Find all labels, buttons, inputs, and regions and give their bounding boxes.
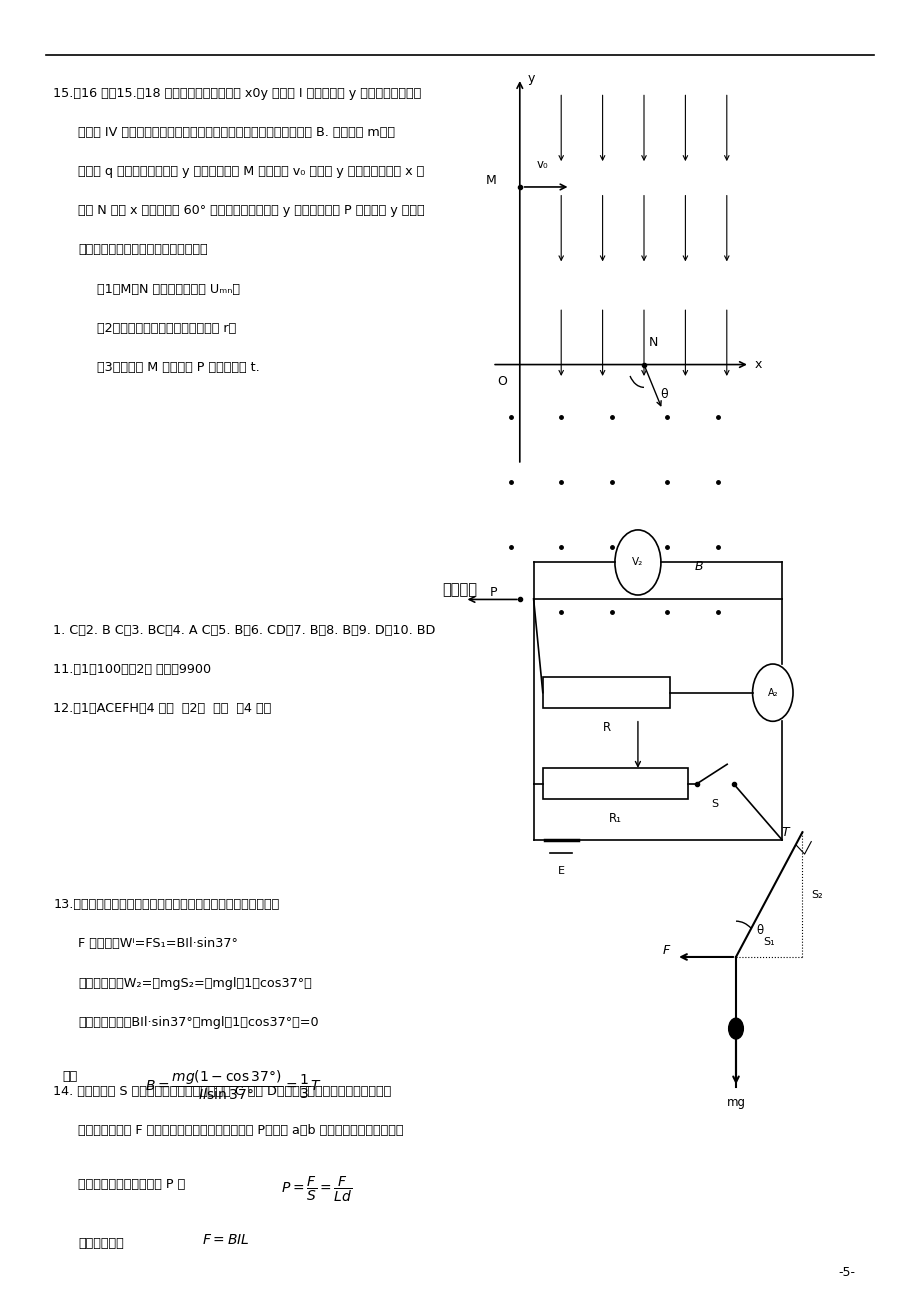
Text: S₁: S₁: [763, 936, 774, 947]
Text: F: F: [662, 944, 669, 957]
Text: M: M: [485, 174, 496, 187]
Text: P: P: [489, 586, 496, 599]
Text: （1）M、N 两点间的电势差 Uₘₙ；: （1）M、N 两点间的电势差 Uₘₙ；: [96, 283, 239, 296]
Text: 由动能定理得：BIl·sin37°－mgl（1－cos37°）=0: 由动能定理得：BIl·sin37°－mgl（1－cos37°）=0: [78, 1016, 319, 1029]
Text: θ: θ: [660, 388, 667, 401]
Text: R₁: R₁: [608, 812, 621, 825]
Circle shape: [728, 1018, 743, 1039]
Text: -5-: -5-: [837, 1266, 854, 1279]
Text: B: B: [694, 560, 702, 573]
Text: x: x: [754, 358, 761, 371]
Text: 13.【解析】铜棒向外偏转过程中，导线拉力不做功，如图所示。: 13.【解析】铜棒向外偏转过程中，导线拉力不做功，如图所示。: [53, 898, 279, 911]
Text: 参考答案: 参考答案: [442, 582, 477, 598]
Text: 磁场，如图所示。不计粒子重力，求：: 磁场，如图所示。不计粒子重力，求：: [78, 243, 208, 256]
Text: 11.（1）100；（2） 串联，9900: 11.（1）100；（2） 串联，9900: [53, 663, 211, 676]
Text: $B = \dfrac{mg(1-\cos37°)}{Il\sin 37°} = \dfrac{1}{3}T$: $B = \dfrac{mg(1-\cos37°)}{Il\sin 37°} =…: [145, 1069, 322, 1103]
Text: 1. C；2. B C；3. BC；4. A C；5. B；6. CD；7. B；8. B；9. D；10. BD: 1. C；2. B C；3. BC；4. A C；5. B；6. CD；7. B…: [53, 624, 436, 637]
Text: 故有: 故有: [62, 1070, 78, 1083]
Text: 14. 解析：开关 S 闭合后，导电液体中有电流由 C 流到 D，根据左手定则可知导电液体要受: 14. 解析：开关 S 闭合后，导电液体中有电流由 C 流到 D，根据左手定则可…: [53, 1085, 391, 1098]
Text: S: S: [711, 799, 718, 810]
Text: E: E: [557, 866, 564, 876]
Text: 上的 N 点与 x 轴正方向成 60° 角射入磁场，最后从 y 轴负半轴上的 P 点垂直于 y 轴射出: 上的 N 点与 x 轴正方向成 60° 角射入磁场，最后从 y 轴负半轴上的 P…: [78, 204, 425, 217]
Text: T: T: [780, 825, 788, 838]
FancyBboxPatch shape: [542, 768, 686, 799]
Text: N: N: [648, 336, 657, 349]
Text: 场，第 IV 象限存在垂直于坐标平面向外的匀强磁场，磁感应强度为 B. 一质量为 m，电: 场，第 IV 象限存在垂直于坐标平面向外的匀强磁场，磁感应强度为 B. 一质量为…: [78, 126, 395, 139]
Text: y: y: [527, 72, 534, 85]
Text: A₂: A₂: [766, 687, 777, 698]
Text: F 做功为：Wⁱ=FS₁=BIl·sin37°: F 做功为：Wⁱ=FS₁=BIl·sin37°: [78, 937, 238, 950]
Text: $F = BIL$: $F = BIL$: [202, 1233, 250, 1247]
Text: O: O: [496, 375, 506, 388]
Text: V₂: V₂: [631, 557, 643, 568]
Text: （2）粒子在磁场中运动的轨道半径 r；: （2）粒子在磁场中运动的轨道半径 r；: [96, 322, 235, 335]
Text: mg: mg: [726, 1096, 744, 1109]
Text: （3）粒子从 M 点运动到 P 点的总时间 t.: （3）粒子从 M 点运动到 P 点的总时间 t.: [96, 361, 259, 374]
Text: 15.（16 分）15.（18 分）在平面直角坐标系 x0y 中，第 I 象限存在沿 y 轴负方向的匀强电: 15.（16 分）15.（18 分）在平面直角坐标系 x0y 中，第 I 象限存…: [53, 87, 421, 100]
Text: 到向右的安培力 F 作用，在液体中会产生附加压强 P。这样 a、b 管中液面将出现高度差。: 到向右的安培力 F 作用，在液体中会产生附加压强 P。这样 a、b 管中液面将出…: [78, 1124, 403, 1137]
Text: 又因为安培力: 又因为安培力: [78, 1237, 124, 1250]
Text: θ: θ: [755, 924, 763, 937]
Text: 重力做功为：W₂=－mgS₂=－mgl（1－cos37°）: 重力做功为：W₂=－mgS₂=－mgl（1－cos37°）: [78, 976, 312, 990]
Text: 荷量为 q 的带正电的粒子从 y 轴正半轴上的 M 点以速度 v₀ 垂直于 y 轴射入电场，经 x 轴: 荷量为 q 的带正电的粒子从 y 轴正半轴上的 M 点以速度 v₀ 垂直于 y …: [78, 165, 424, 178]
Text: v₀: v₀: [537, 159, 548, 172]
FancyBboxPatch shape: [542, 677, 669, 708]
Text: 则在液体中产生附加压强 P 为: 则在液体中产生附加压强 P 为: [78, 1178, 186, 1191]
Text: S₂: S₂: [811, 889, 823, 900]
Text: 12.（1）ACEFH（4 分）  （2）  右图  （4 分）: 12.（1）ACEFH（4 分） （2） 右图 （4 分）: [53, 702, 271, 715]
Text: R: R: [602, 721, 610, 734]
Text: $P = \dfrac{F}{S} = \dfrac{F}{Ld}$: $P = \dfrac{F}{S} = \dfrac{F}{Ld}$: [280, 1174, 352, 1204]
